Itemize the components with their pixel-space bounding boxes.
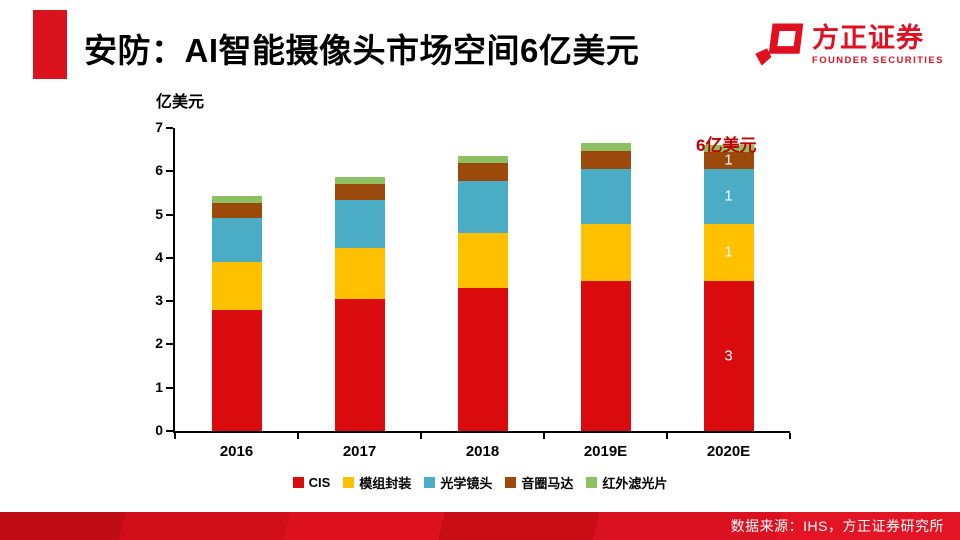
y-axis-tick (166, 256, 173, 259)
y-axis-tick (166, 300, 173, 303)
x-category-label-2016: 2016 (219, 443, 254, 460)
x-axis-tick (666, 433, 668, 439)
legend-label: 音圈马达 (521, 476, 574, 491)
y-axis-tick (166, 386, 173, 389)
x-axis-tick (420, 433, 422, 439)
legend-swatch (505, 477, 517, 488)
bar-segment-光学镜头-2017 (334, 200, 385, 248)
bar-segment-光学镜头-2016 (211, 218, 262, 263)
legend-item-模组封装: 模组封装 (343, 473, 411, 492)
bar-segment-CIS-2018 (457, 288, 508, 431)
bar-segment-CIS-2019E (580, 280, 631, 431)
bar-segment-模组封装-2016 (211, 262, 262, 310)
legend-item-音圈马达: 音圈马达 (505, 473, 573, 492)
bar-segment-红外滤光片-2019E (580, 142, 631, 152)
y-axis-tick-label: 7 (155, 119, 163, 135)
legend-label: CIS (308, 475, 331, 490)
y-axis-tick (166, 430, 173, 432)
y-axis-tick (166, 170, 173, 173)
legend-label: 光学镜头 (440, 476, 493, 491)
footer-bar: 数据来源：IHS，方正证券研究所 (0, 512, 960, 540)
bar-segment-音圈马达-2016 (211, 202, 262, 219)
y-axis-tick-label: 1 (155, 378, 163, 395)
bar-segment-CIS-2017 (334, 298, 385, 431)
x-category-label-2018: 2018 (465, 443, 500, 460)
y-axis-tick (166, 213, 173, 216)
legend-item-红外滤光片: 红外滤光片 (586, 473, 667, 492)
bar-data-label: 3 (724, 347, 733, 365)
legend-swatch (343, 477, 355, 488)
logo-brand-subtitle: FOUNDER SECURITIES (812, 55, 944, 66)
x-axis-tick (543, 433, 545, 439)
legend-label: 红外滤光片 (602, 476, 668, 491)
title-accent-block (33, 10, 67, 79)
y-axis-tick-label: 0 (155, 422, 163, 438)
page-title: 安防：AI智能摄像头市场空间6亿美元 (84, 32, 640, 69)
legend-label: 模组封装 (359, 476, 412, 491)
bar-segment-光学镜头-2020E (703, 168, 754, 224)
y-axis-tick-label: 5 (155, 205, 163, 222)
bar-data-label: 1 (724, 151, 733, 169)
bar-segment-光学镜头-2019E (580, 168, 631, 224)
bar-segment-音圈马达-2018 (457, 163, 508, 181)
bar-segment-音圈马达-2017 (334, 184, 385, 201)
bar-segment-红外滤光片-2016 (211, 196, 262, 203)
y-axis-tick (166, 343, 173, 346)
legend-swatch (586, 477, 598, 488)
x-category-label-2019E: 2019E (583, 443, 628, 460)
bar-segment-红外滤光片-2020E (703, 144, 754, 153)
logo-brand-name: 方正证券 (812, 23, 924, 53)
bar-segment-红外滤光片-2017 (334, 177, 385, 185)
bar-segment-模组封装-2020E (703, 223, 754, 281)
stacked-bar-chart: 0 1 2 3 4 5 6 7 2016 2017 2018 2019E 3 1 1 1 2020E (155, 119, 791, 460)
bar-segment-模组封装-2018 (457, 232, 508, 289)
bar-segment-模组封装-2017 (334, 247, 385, 299)
bar-segment-CIS-2016 (211, 309, 262, 431)
data-source-text: 数据来源：IHS，方正证券研究所 (730, 518, 944, 534)
y-axis-title: 亿美元 (156, 94, 205, 111)
founder-securities-logo: 方正证券 FOUNDER SECURITIES (752, 17, 944, 71)
x-axis-line (173, 431, 790, 433)
y-axis-line (173, 128, 175, 433)
x-axis-tick (789, 433, 791, 439)
bar-segment-光学镜头-2018 (457, 180, 508, 233)
bar-segment-CIS-2020E (703, 280, 754, 431)
bar-segment-音圈马达-2020E (703, 152, 754, 169)
logo-text: 方正证券 FOUNDER SECURITIES (812, 24, 944, 66)
bar-segment-音圈马达-2019E (580, 151, 631, 169)
x-axis-tick (174, 433, 176, 439)
bar-data-label: 1 (724, 243, 733, 261)
legend-swatch (292, 477, 304, 488)
x-category-label-2020E: 2020E (706, 443, 751, 460)
x-category-label-2017: 2017 (342, 443, 377, 460)
bar-data-label: 1 (724, 187, 733, 205)
y-axis-tick-label: 2 (155, 335, 163, 352)
y-axis-tick-label: 4 (155, 248, 163, 265)
chart-annotation: 6亿美元 (696, 136, 757, 155)
chart-legend: CIS 模组封装 光学镜头 音圈马达 红外滤光片 (0, 473, 960, 492)
bar-segment-模组封装-2019E (580, 223, 631, 281)
y-axis-tick (166, 127, 173, 129)
x-axis-tick (297, 433, 299, 439)
bar-segment-红外滤光片-2018 (457, 156, 508, 164)
legend-swatch (424, 477, 436, 488)
y-axis-tick-label: 6 (155, 162, 163, 179)
y-axis-tick-label: 3 (155, 292, 163, 309)
legend-item-光学镜头: 光学镜头 (424, 473, 492, 492)
founder-logo-icon (755, 23, 804, 66)
legend-item-CIS: CIS (292, 475, 331, 490)
